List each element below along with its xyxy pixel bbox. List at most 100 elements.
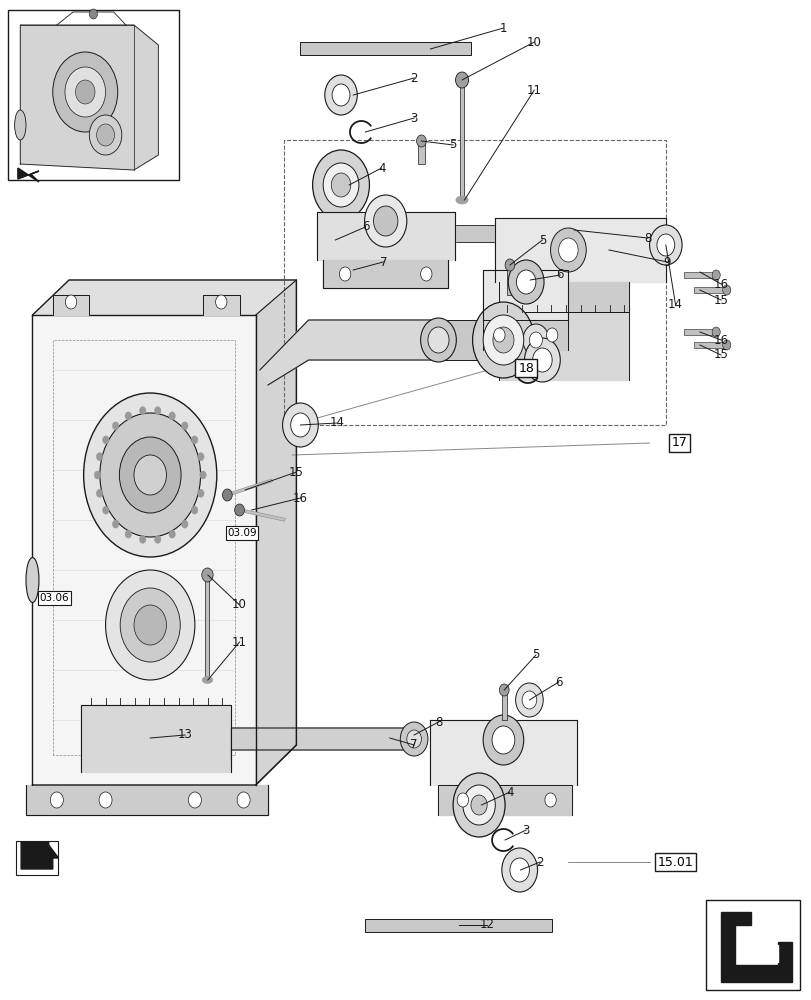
Text: 4: 4 — [377, 161, 385, 174]
Polygon shape — [499, 282, 629, 312]
Polygon shape — [750, 945, 777, 962]
Bar — [284, 140, 665, 425]
Circle shape — [191, 436, 198, 444]
Ellipse shape — [15, 110, 26, 140]
Circle shape — [339, 267, 350, 281]
Circle shape — [134, 455, 166, 495]
Polygon shape — [20, 25, 158, 170]
Text: 11: 11 — [526, 84, 541, 97]
Bar — [365, 919, 551, 932]
Circle shape — [470, 795, 487, 815]
Circle shape — [120, 588, 180, 662]
Polygon shape — [430, 720, 576, 785]
Circle shape — [154, 535, 161, 543]
Text: 2: 2 — [535, 856, 543, 868]
Circle shape — [89, 115, 122, 155]
Circle shape — [112, 520, 118, 528]
Text: 7: 7 — [379, 255, 387, 268]
Circle shape — [483, 715, 523, 765]
Polygon shape — [495, 218, 665, 282]
Text: 15: 15 — [713, 349, 727, 361]
Text: 15.01: 15.01 — [657, 856, 693, 868]
Circle shape — [323, 163, 358, 207]
Bar — [693, 342, 726, 348]
Polygon shape — [720, 912, 791, 982]
Text: 12: 12 — [479, 918, 494, 932]
Circle shape — [84, 393, 217, 557]
Circle shape — [89, 9, 97, 19]
Circle shape — [197, 453, 204, 461]
Circle shape — [105, 570, 195, 680]
Circle shape — [416, 135, 426, 147]
Circle shape — [100, 413, 200, 537]
Bar — [706, 900, 799, 990]
Text: 15: 15 — [289, 466, 303, 479]
Text: 13: 13 — [178, 728, 192, 742]
Circle shape — [521, 691, 536, 709]
Circle shape — [99, 792, 112, 808]
Circle shape — [364, 195, 406, 247]
Polygon shape — [483, 270, 568, 320]
Circle shape — [544, 793, 556, 807]
Bar — [205, 575, 209, 680]
Text: 03.06: 03.06 — [40, 593, 69, 603]
Text: 18: 18 — [517, 361, 534, 374]
Circle shape — [509, 858, 529, 882]
Circle shape — [97, 489, 103, 497]
Polygon shape — [53, 295, 89, 315]
Text: 16: 16 — [293, 491, 307, 504]
Text: 6: 6 — [554, 676, 562, 688]
Text: 2: 2 — [410, 72, 418, 85]
Circle shape — [493, 328, 504, 342]
Circle shape — [515, 683, 543, 717]
Circle shape — [215, 295, 226, 309]
Circle shape — [200, 471, 206, 479]
Circle shape — [492, 327, 513, 353]
Circle shape — [188, 792, 201, 808]
Circle shape — [282, 403, 318, 447]
Circle shape — [711, 270, 719, 280]
Bar — [300, 42, 470, 55]
Bar — [683, 272, 715, 278]
Circle shape — [524, 338, 560, 382]
Circle shape — [558, 238, 577, 262]
Circle shape — [546, 328, 557, 342]
Text: 14: 14 — [329, 416, 344, 430]
Text: 16: 16 — [713, 277, 727, 290]
Circle shape — [499, 684, 508, 696]
Text: 03.09: 03.09 — [227, 528, 256, 538]
Bar — [507, 265, 512, 295]
Bar — [16, 841, 58, 875]
Circle shape — [501, 848, 537, 892]
Circle shape — [462, 785, 495, 825]
Circle shape — [457, 793, 468, 807]
Circle shape — [222, 489, 232, 501]
Circle shape — [532, 348, 551, 372]
Circle shape — [550, 228, 586, 272]
Circle shape — [191, 506, 198, 514]
Circle shape — [516, 270, 535, 294]
Circle shape — [65, 67, 105, 117]
Text: 9: 9 — [663, 255, 671, 268]
Circle shape — [649, 225, 681, 265]
Circle shape — [75, 80, 95, 104]
Circle shape — [169, 412, 175, 420]
Polygon shape — [499, 312, 629, 380]
Circle shape — [139, 535, 146, 543]
Circle shape — [472, 302, 534, 378]
Circle shape — [94, 471, 101, 479]
Circle shape — [53, 52, 118, 132]
Text: 3: 3 — [521, 824, 530, 836]
Bar — [8, 10, 178, 180]
Ellipse shape — [202, 676, 212, 684]
Bar — [501, 690, 506, 720]
Circle shape — [97, 124, 114, 146]
Polygon shape — [32, 315, 255, 785]
Polygon shape — [323, 260, 448, 288]
Bar — [448, 225, 573, 242]
Text: 8: 8 — [434, 716, 442, 728]
Bar — [459, 80, 464, 200]
Polygon shape — [26, 785, 268, 815]
Text: 10: 10 — [526, 35, 541, 48]
Circle shape — [237, 792, 250, 808]
